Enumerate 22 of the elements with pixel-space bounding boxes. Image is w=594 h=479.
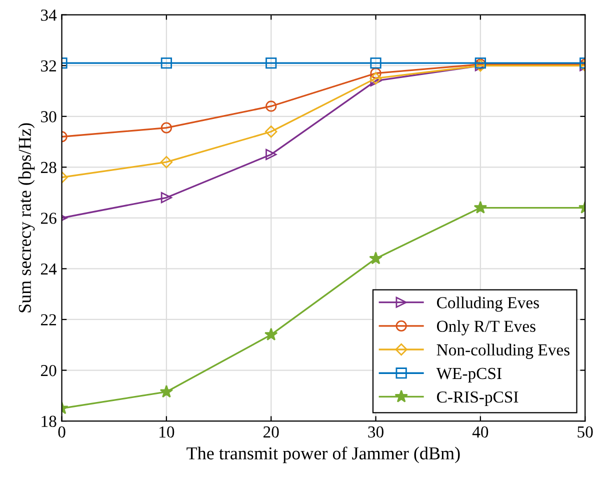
x-tick-label: 10 bbox=[160, 426, 174, 438]
x-tick-label: 30 bbox=[368, 426, 384, 438]
y-axis-title: Sum secrecy rate (bps/Hz) bbox=[18, 123, 35, 312]
y-tick-label: 20 bbox=[40, 364, 56, 376]
y-tick-label: 24 bbox=[40, 263, 57, 274]
legend-label: Non-colluding Eves bbox=[436, 344, 570, 359]
x-axis-title: The transmit power of Jammer (dBm) bbox=[186, 446, 460, 464]
x-tick-label: 50 bbox=[578, 426, 593, 438]
x-tick-label: 20 bbox=[264, 426, 279, 438]
y-tick-label: 26 bbox=[40, 212, 56, 224]
legend-label: C-RIS-pCSI bbox=[437, 391, 518, 406]
y-tick-label: 32 bbox=[41, 60, 56, 72]
x-tick-label: 40 bbox=[472, 426, 488, 438]
legend-label: Only R/T Eves bbox=[437, 320, 536, 336]
y-tick-label: 30 bbox=[41, 111, 56, 122]
legend-label: WE-pCSI bbox=[436, 368, 502, 382]
legend-label: Colluding Eves bbox=[437, 296, 539, 312]
x-tick-label: 0 bbox=[58, 426, 66, 438]
y-tick-label: 22 bbox=[40, 314, 56, 326]
y-tick-label: 28 bbox=[40, 162, 56, 174]
y-tick-label: 34 bbox=[41, 10, 57, 21]
y-tick-label: 18 bbox=[42, 416, 56, 427]
